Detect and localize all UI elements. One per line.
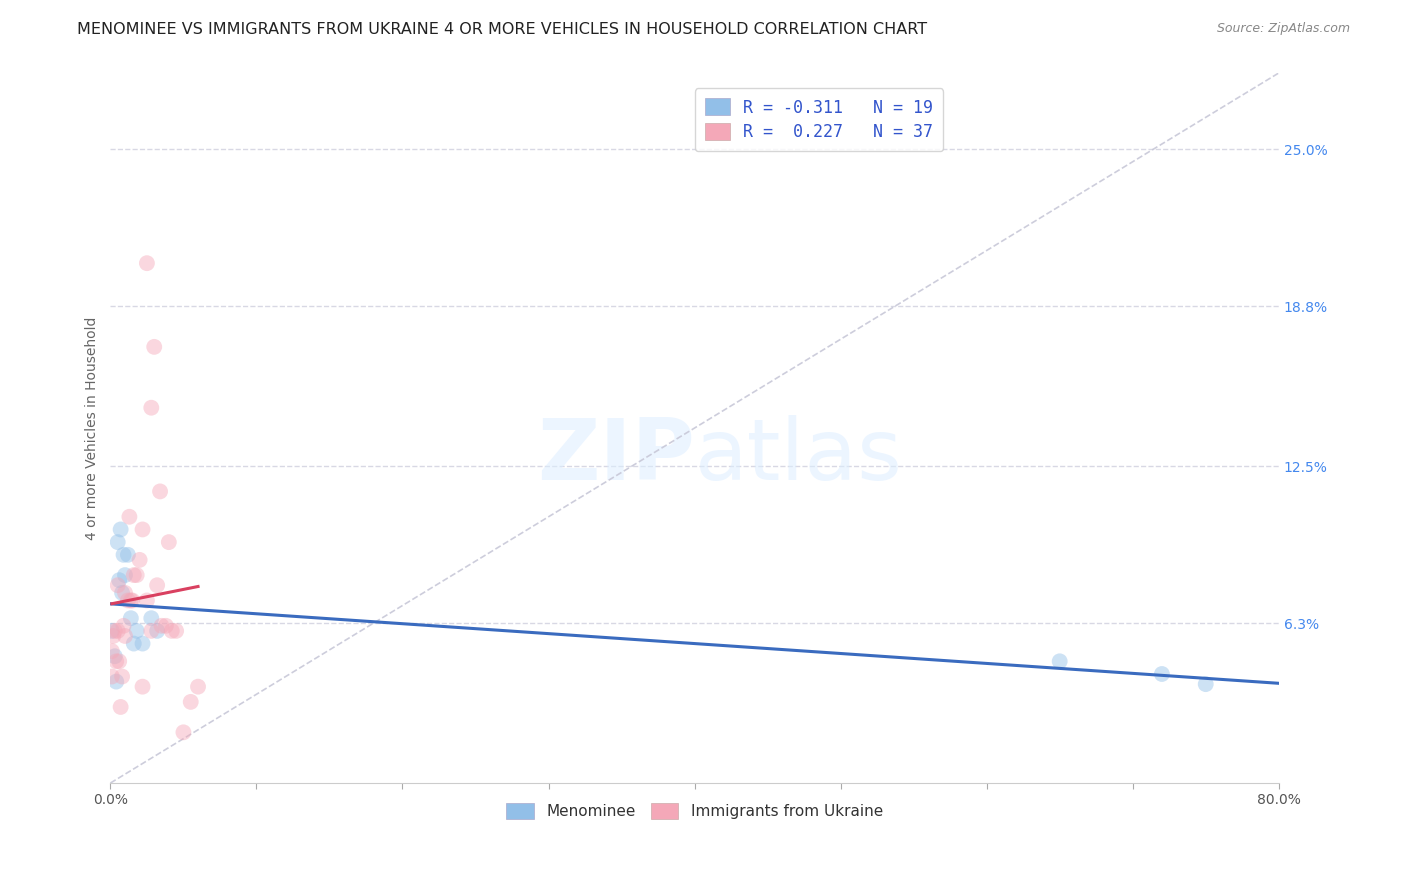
- Y-axis label: 4 or more Vehicles in Household: 4 or more Vehicles in Household: [86, 317, 100, 540]
- Point: [141, 611, 163, 625]
- Point: [104, 624, 127, 638]
- Point: [108, 654, 131, 668]
- Point: [105, 674, 128, 689]
- Point: [143, 340, 166, 354]
- Point: [131, 680, 153, 694]
- Point: [131, 523, 153, 537]
- Point: [131, 636, 153, 650]
- Point: [135, 593, 157, 607]
- Point: [121, 593, 143, 607]
- Point: [107, 624, 129, 638]
- Point: [122, 568, 145, 582]
- Point: [107, 578, 129, 592]
- Point: [111, 669, 134, 683]
- Point: [104, 649, 127, 664]
- Point: [150, 619, 173, 633]
- Point: [114, 586, 136, 600]
- Point: [157, 535, 180, 549]
- Point: [112, 548, 135, 562]
- Text: Source: ZipAtlas.com: Source: ZipAtlas.com: [1216, 22, 1350, 36]
- Point: [1195, 677, 1218, 691]
- Point: [120, 593, 142, 607]
- Point: [120, 611, 142, 625]
- Point: [101, 644, 124, 658]
- Text: ZIP: ZIP: [537, 415, 695, 498]
- Point: [1150, 667, 1173, 681]
- Point: [125, 624, 148, 638]
- Point: [128, 553, 150, 567]
- Point: [1049, 654, 1071, 668]
- Point: [111, 586, 134, 600]
- Point: [118, 509, 141, 524]
- Point: [141, 624, 163, 638]
- Text: atlas: atlas: [695, 415, 903, 498]
- Point: [187, 680, 209, 694]
- Point: [103, 629, 125, 643]
- Point: [180, 695, 202, 709]
- Point: [160, 624, 183, 638]
- Point: [105, 654, 128, 668]
- Point: [122, 636, 145, 650]
- Point: [101, 624, 124, 638]
- Point: [135, 256, 157, 270]
- Legend: Menominee, Immigrants from Ukraine: Menominee, Immigrants from Ukraine: [501, 797, 889, 825]
- Point: [125, 568, 148, 582]
- Point: [108, 573, 131, 587]
- Point: [146, 624, 169, 638]
- Point: [101, 669, 124, 683]
- Point: [114, 629, 136, 643]
- Point: [155, 619, 177, 633]
- Point: [117, 593, 139, 607]
- Point: [107, 535, 129, 549]
- Point: [172, 725, 194, 739]
- Point: [110, 700, 132, 714]
- Point: [149, 484, 172, 499]
- Point: [117, 548, 139, 562]
- Point: [112, 619, 135, 633]
- Point: [114, 568, 136, 582]
- Point: [165, 624, 187, 638]
- Point: [146, 578, 169, 592]
- Text: MENOMINEE VS IMMIGRANTS FROM UKRAINE 4 OR MORE VEHICLES IN HOUSEHOLD CORRELATION: MENOMINEE VS IMMIGRANTS FROM UKRAINE 4 O…: [77, 22, 928, 37]
- Point: [110, 523, 132, 537]
- Point: [141, 401, 163, 415]
